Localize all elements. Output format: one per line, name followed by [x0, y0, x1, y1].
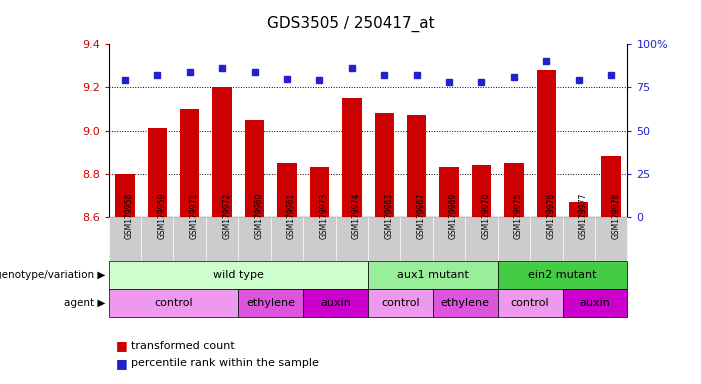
Text: GSM179976: GSM179976	[546, 193, 555, 239]
Text: ■: ■	[116, 339, 128, 353]
Text: ■: ■	[116, 357, 128, 370]
Text: auxin: auxin	[580, 298, 611, 308]
Text: GSM179973: GSM179973	[320, 193, 328, 239]
Text: GSM179958: GSM179958	[125, 193, 134, 239]
Text: GSM179974: GSM179974	[352, 193, 361, 239]
Bar	[180, 109, 199, 217]
Text: GSM179960: GSM179960	[254, 193, 264, 239]
Bar	[212, 88, 232, 217]
Text: GSM179967: GSM179967	[416, 193, 426, 239]
Text: GSM179975: GSM179975	[514, 193, 523, 239]
Bar	[245, 120, 264, 217]
Bar	[115, 174, 135, 217]
Bar	[440, 167, 458, 217]
Bar	[569, 202, 589, 217]
Text: GSM179977: GSM179977	[579, 193, 587, 239]
Bar	[537, 70, 556, 217]
Text: GSM179959: GSM179959	[157, 193, 166, 239]
Text: control: control	[511, 298, 550, 308]
Bar	[472, 165, 491, 217]
Text: ethylene: ethylene	[441, 298, 490, 308]
Text: GSM179972: GSM179972	[222, 193, 231, 239]
Bar	[147, 128, 167, 217]
Text: control: control	[154, 298, 193, 308]
Text: GSM179969: GSM179969	[449, 193, 458, 239]
Text: GSM179978: GSM179978	[611, 193, 620, 239]
Text: agent ▶: agent ▶	[64, 298, 105, 308]
Text: wild type: wild type	[213, 270, 264, 280]
Text: GSM179971: GSM179971	[190, 193, 198, 239]
Text: GSM179961: GSM179961	[287, 193, 296, 239]
Text: transformed count: transformed count	[131, 341, 235, 351]
Text: GSM179970: GSM179970	[482, 193, 491, 239]
Text: percentile rank within the sample: percentile rank within the sample	[131, 358, 319, 368]
Text: genotype/variation ▶: genotype/variation ▶	[0, 270, 105, 280]
Text: auxin: auxin	[320, 298, 351, 308]
Bar	[374, 113, 394, 217]
Bar	[407, 116, 426, 217]
Bar	[278, 163, 297, 217]
Bar	[342, 98, 362, 217]
Text: control: control	[381, 298, 420, 308]
Text: aux1 mutant: aux1 mutant	[397, 270, 469, 280]
Bar	[310, 167, 329, 217]
Text: GSM179963: GSM179963	[384, 193, 393, 239]
Bar	[601, 156, 621, 217]
Text: ein2 mutant: ein2 mutant	[529, 270, 597, 280]
Text: GDS3505 / 250417_at: GDS3505 / 250417_at	[266, 15, 435, 31]
Text: ethylene: ethylene	[246, 298, 295, 308]
Bar	[504, 163, 524, 217]
